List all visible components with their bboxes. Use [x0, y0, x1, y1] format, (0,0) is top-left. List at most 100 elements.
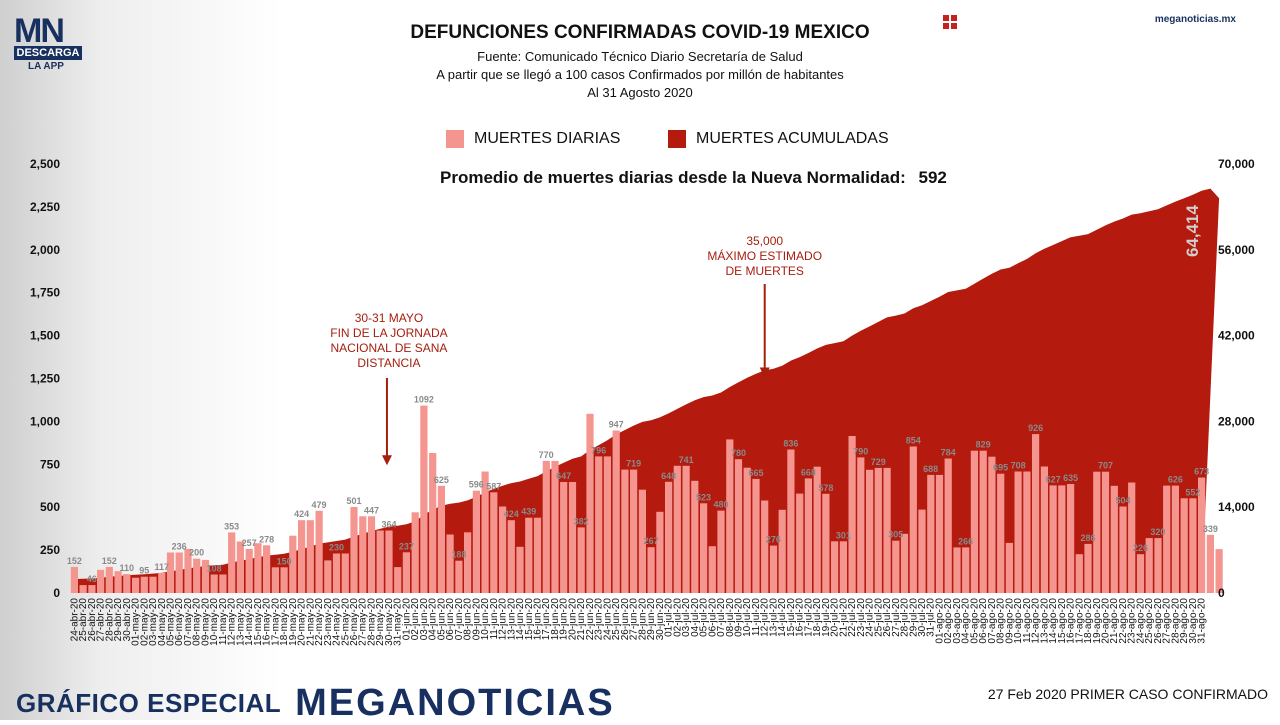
x-tick-label: 28-jun-20	[637, 598, 648, 641]
daily-value-label: 741	[679, 455, 694, 465]
x-tick-label: 20-may-20	[297, 598, 308, 646]
daily-bar	[507, 520, 515, 593]
x-tick-label: 11-jul-20	[751, 598, 762, 637]
daily-bar	[298, 520, 306, 593]
x-tick-label: 27-jun-20	[629, 598, 640, 641]
daily-bar	[350, 507, 358, 593]
daily-bar	[455, 560, 463, 593]
x-tick-label: 08-ago-20	[996, 598, 1007, 644]
daily-bar	[1014, 471, 1022, 593]
daily-value-label: 110	[120, 563, 135, 573]
daily-value-label: 854	[906, 436, 921, 446]
daily-value-label: 729	[871, 457, 886, 467]
left-tick-label: 250	[40, 543, 60, 557]
x-tick-label: 11-jun-20	[489, 598, 500, 640]
legend-item-cumulative: MUERTES ACUMULADAS	[668, 130, 889, 148]
x-tick-label: 25-abr-20	[78, 598, 89, 642]
site-url[interactable]: meganoticias.mx	[1154, 14, 1236, 25]
left-tick-label: 1,250	[30, 372, 60, 386]
grid-icon[interactable]	[942, 14, 958, 30]
daily-bar	[953, 547, 961, 593]
x-tick-label: 19-ago-20	[1092, 598, 1103, 644]
daily-value-label: 695	[993, 463, 1008, 473]
x-tick-label: 22-may-20	[314, 598, 325, 646]
daily-bar	[743, 467, 751, 593]
daily-bar	[420, 405, 428, 593]
daily-bar	[228, 532, 236, 593]
daily-bar	[700, 503, 708, 593]
x-tick-label: 22-jun-20	[585, 598, 596, 641]
daily-bar	[193, 558, 201, 593]
daily-value-label: 648	[661, 471, 676, 481]
x-tick-label: 15-jun-20	[524, 598, 535, 641]
daily-bar	[988, 456, 996, 593]
x-tick-label: 24-abr-20	[69, 598, 80, 642]
x-tick-label: 29-may-20	[375, 598, 386, 646]
x-tick-label: 29-ago-20	[1179, 598, 1190, 644]
daily-value-label: 1092	[414, 395, 434, 405]
annotation-2-arrowhead	[759, 367, 770, 378]
daily-bar	[402, 552, 410, 593]
x-tick-label: 26-may-20	[349, 598, 360, 646]
daily-bar	[1189, 498, 1197, 593]
daily-bar	[525, 517, 533, 593]
daily-bar	[411, 512, 419, 593]
daily-bar	[367, 516, 376, 593]
footer-label: GRÁFICO ESPECIAL	[16, 688, 282, 718]
daily-bar	[114, 571, 122, 593]
x-tick-label: 21-jun-20	[576, 598, 587, 641]
daily-bar	[874, 467, 882, 593]
x-tick-label: 16-may-20	[262, 598, 273, 646]
daily-bar	[306, 520, 314, 593]
daily-value-label: 836	[783, 439, 798, 449]
app-logo[interactable]: MN DESCARGA LA APP	[14, 14, 84, 72]
daily-bar	[848, 436, 856, 593]
daily-bar	[586, 413, 594, 593]
daily-value-label: 237	[399, 541, 414, 551]
daily-bar	[761, 500, 769, 593]
daily-value-label: 200	[189, 548, 204, 558]
daily-bar	[1005, 542, 1013, 593]
x-tick-label: 14-ago-20	[1048, 598, 1059, 644]
daily-value-label: 504	[1115, 496, 1130, 506]
x-tick-label: 10-ago-20	[1013, 598, 1024, 644]
left-tick-label: 0	[53, 586, 60, 600]
daily-value-label: 688	[923, 464, 938, 474]
x-tick-label: 12-may-20	[227, 598, 238, 646]
daily-bar	[263, 545, 271, 593]
x-tick-label: 21-ago-20	[1109, 598, 1120, 644]
daily-value-label: 46	[87, 574, 97, 584]
x-tick-label: 16-jun-20	[533, 598, 544, 641]
daily-value-label: 286	[1080, 533, 1095, 543]
x-tick-label: 02-jun-20	[410, 598, 421, 641]
daily-bar	[132, 577, 140, 593]
daily-bar	[359, 516, 367, 593]
footer-brand: MEGANOTICIAS	[295, 682, 615, 724]
daily-bar	[219, 574, 227, 593]
daily-value-label: 424	[294, 509, 309, 519]
daily-bar	[595, 456, 603, 593]
daily-value-label: 596	[469, 480, 484, 490]
daily-bar	[289, 535, 297, 593]
x-tick-label: 07-may-20	[183, 598, 194, 646]
daily-bar	[184, 548, 192, 593]
x-tick-label: 03-may-20	[148, 598, 159, 646]
daily-bar	[1110, 485, 1118, 594]
x-tick-label: 26-ago-20	[1153, 598, 1164, 644]
chart-title: DEFUNCIONES CONFIRMADAS COVID-19 MEXICO	[410, 22, 870, 43]
x-tick-label: 30-may-20	[384, 598, 395, 646]
daily-bar	[927, 474, 935, 593]
daily-bar	[437, 485, 445, 594]
x-tick-label: 29-jun-20	[646, 598, 657, 641]
daily-bar	[717, 510, 725, 593]
left-tick-label: 1,750	[30, 286, 60, 300]
x-tick-label: 28-ago-20	[1170, 598, 1181, 644]
x-tick-label: 27-abr-20	[96, 598, 107, 642]
daily-bar	[1163, 485, 1171, 593]
daily-bar	[935, 474, 944, 593]
x-tick-label: 10-may-20	[209, 598, 220, 646]
annotation-2-line: 35,000	[746, 234, 783, 248]
daily-value-label: 447	[364, 505, 379, 515]
daily-value-label: 236	[172, 542, 187, 552]
x-tick-label: 02-jul-20	[672, 598, 683, 637]
